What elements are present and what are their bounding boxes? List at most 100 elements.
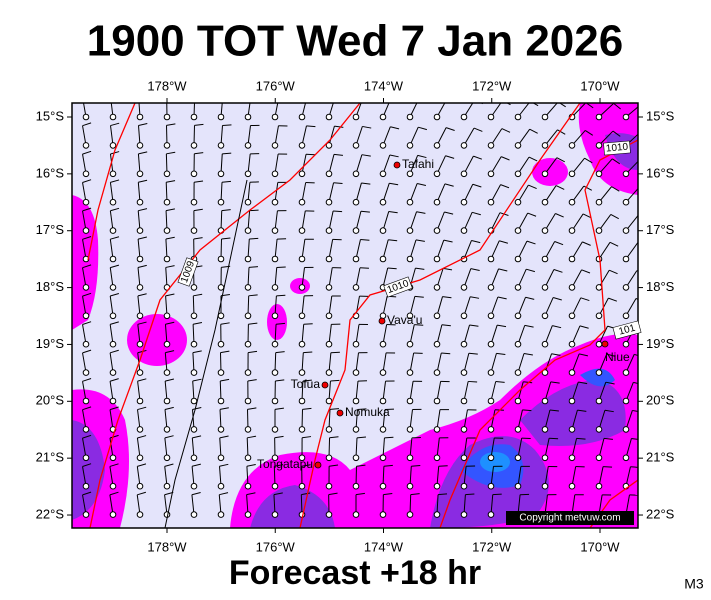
x-tick-label: 176°W (256, 78, 296, 93)
barb-station (379, 511, 387, 518)
barb-station (514, 454, 522, 462)
copyright-box (506, 511, 634, 525)
barb-flag (528, 156, 538, 162)
barb-shaft (165, 182, 168, 203)
barb-flag (334, 125, 344, 128)
barb-shaft (109, 466, 114, 487)
y-tick-label: 17°S (646, 222, 675, 237)
barb-shaft (490, 353, 497, 373)
barb-shaft (544, 269, 555, 288)
barb-station (352, 227, 360, 234)
barb-station (82, 397, 90, 405)
barb-shaft (436, 183, 446, 203)
barb-station (568, 454, 576, 462)
barb-station (460, 454, 468, 462)
barb-shaft (246, 437, 249, 458)
barb-shaft (409, 155, 419, 174)
barb-shaft (301, 154, 307, 174)
barb-station (487, 142, 495, 149)
barb-flag (138, 123, 148, 126)
barb-shaft (82, 296, 87, 316)
map-area (72, 103, 646, 528)
barb-shaft (598, 438, 605, 458)
barb-flag (276, 322, 286, 325)
barb-flag (248, 322, 258, 325)
barb-flag (82, 349, 92, 354)
barb-station (136, 255, 144, 263)
barb-station (352, 454, 360, 462)
barb-station (271, 227, 279, 234)
barb-flag (473, 127, 483, 132)
barb-flag (110, 236, 120, 240)
barb-shaft (192, 381, 195, 402)
barb-shaft (165, 239, 168, 260)
barb-flag (496, 352, 506, 356)
barb-station (244, 227, 252, 234)
barb-station (82, 227, 90, 234)
barb-station (514, 255, 522, 263)
barb-flag (301, 492, 311, 496)
barb-station (325, 284, 333, 291)
barb-shaft (625, 270, 638, 288)
barb-station (109, 454, 117, 462)
barb-station (595, 312, 603, 320)
barb-shaft (82, 267, 87, 288)
barb-shaft (164, 381, 168, 402)
barb-station (460, 426, 468, 433)
barb-shaft (137, 182, 141, 203)
barb-flag (605, 381, 615, 385)
barb-shaft (517, 184, 529, 203)
barb-flag (194, 152, 204, 155)
barb-flag (389, 154, 399, 158)
barb-shaft (409, 437, 413, 458)
barb-station (514, 227, 522, 234)
barb-station (433, 170, 441, 178)
place-label: Vava'u (387, 313, 422, 327)
barb-station (244, 198, 252, 206)
barb-shaft (598, 325, 608, 345)
barb-flag (109, 378, 119, 382)
barb-shaft (490, 240, 500, 260)
barb-flag (165, 265, 175, 268)
barb-flag (191, 492, 201, 496)
barb-flag (638, 215, 646, 220)
barb-station (541, 170, 549, 178)
barb-station (622, 340, 630, 348)
barb-station (163, 482, 171, 490)
barb-shaft (328, 154, 335, 174)
barb-station (352, 255, 360, 263)
barb-flag (553, 269, 563, 273)
barb-shaft (598, 103, 614, 118)
wind-barbs (82, 103, 646, 518)
barb-shaft (409, 239, 417, 260)
barb-shaft (409, 352, 415, 373)
barb-station (379, 198, 387, 206)
barb-station (622, 397, 630, 405)
barb-shaft (463, 212, 473, 231)
barb-shaft (463, 155, 474, 175)
barb-shaft (247, 182, 251, 203)
barb-station (190, 454, 198, 462)
barb-shaft (247, 295, 250, 316)
barb-shaft (436, 437, 440, 458)
barb-station (541, 482, 549, 490)
barb-shaft (517, 156, 530, 175)
barb-station (325, 369, 333, 376)
barb-shaft (409, 381, 414, 402)
barb-station (595, 142, 603, 149)
barb-shaft (517, 466, 522, 487)
barb-flag (302, 407, 312, 410)
barb-shaft (571, 130, 586, 146)
barb-flag (273, 492, 283, 496)
barb-flag (328, 492, 338, 496)
barb-station (433, 426, 441, 433)
barb-flag (415, 267, 425, 270)
barb-station (352, 142, 360, 149)
barb-station (433, 454, 441, 462)
place-dot (601, 340, 609, 348)
barb-shaft (82, 154, 87, 174)
barb-station (487, 255, 495, 263)
barb-shaft (136, 466, 141, 487)
x-tick-label: 172°W (472, 539, 512, 554)
